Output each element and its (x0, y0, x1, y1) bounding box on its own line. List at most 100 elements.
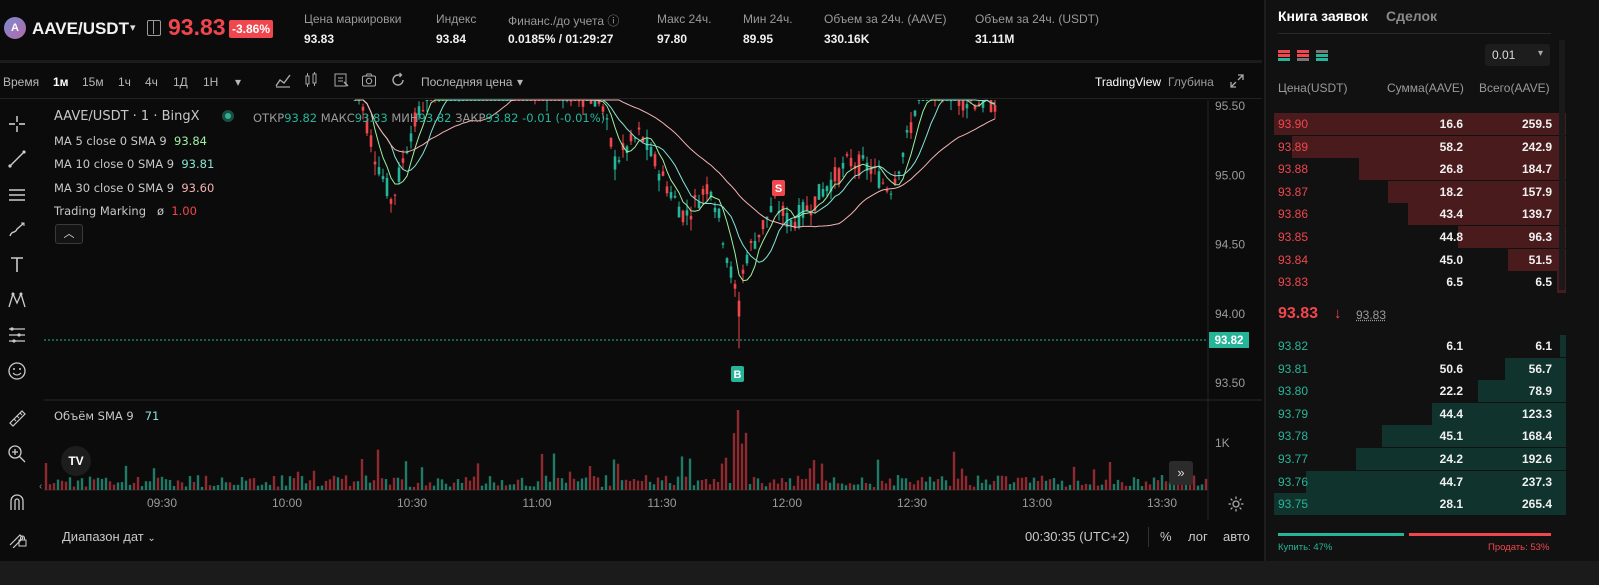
book-both-icon[interactable] (1278, 50, 1292, 62)
bid-price: 93.79 (1278, 406, 1309, 421)
template-icon[interactable] (333, 72, 349, 88)
ask-row[interactable]: 93.89 58.2 242.9 (1266, 135, 1566, 158)
volume-bar (52, 483, 56, 490)
candle-body (417, 106, 421, 116)
scroll-left-icon[interactable]: ‹ (39, 481, 42, 492)
interval-15m[interactable]: 15м (82, 75, 104, 89)
volume-bar (1144, 481, 1148, 490)
symbol-selector[interactable]: AAVE/USDT (32, 19, 129, 38)
book-asks-icon[interactable] (1297, 50, 1311, 62)
zoom-in-icon[interactable] (7, 444, 27, 464)
ask-total: 96.3 (1528, 230, 1552, 244)
ask-row[interactable]: 93.85 44.8 96.3 (1266, 226, 1566, 248)
volume-bar (572, 478, 576, 490)
ask-row[interactable]: 93.87 18.2 157.9 (1266, 180, 1566, 203)
tab-order-book[interactable]: Книга заявок (1278, 8, 1368, 24)
view-tradingview[interactable]: TradingView (1095, 75, 1162, 89)
buy-sell-ratio-bar (1278, 533, 1551, 536)
precision-select[interactable]: 0.01 ▾ (1485, 44, 1550, 66)
book-bids-icon[interactable] (1316, 50, 1330, 62)
magnet-icon[interactable] (7, 492, 27, 512)
legend-volume[interactable]: Объём SMA 9 71 (54, 409, 160, 423)
fullscreen-icon[interactable] (1229, 73, 1245, 89)
volume-bar (236, 484, 240, 490)
funding-label[interactable]: Финанс./до учета ⓘ (508, 14, 620, 28)
scroll-to-realtime-button[interactable]: » (1169, 461, 1193, 485)
interval-more-chevron-icon[interactable]: ▾ (235, 75, 242, 89)
chevron-down-icon[interactable]: ▾ (130, 22, 136, 34)
volume-bar (448, 486, 452, 490)
pattern-icon[interactable] (7, 290, 27, 310)
ask-row[interactable]: 93.83 6.5 6.5 (1266, 271, 1566, 294)
volume-bar (636, 480, 640, 490)
legend-ma30[interactable]: MA 30 close 0 SMA 9 93.60 (54, 181, 215, 195)
horizontal-lines-icon[interactable] (7, 185, 27, 205)
log-scale-toggle[interactable]: лог (1188, 529, 1208, 544)
reset-icon[interactable] (390, 72, 406, 88)
legend-ma10[interactable]: MA 10 close 0 SMA 9 93.81 (54, 157, 215, 171)
ask-row[interactable]: 93.84 45.0 51.5 (1266, 248, 1566, 271)
price-axis[interactable]: 95.50 95.00 94.50 94.00 93.50 (1215, 99, 1245, 390)
time-axis-label: 11:00 (522, 496, 551, 510)
ask-row[interactable]: 93.90 16.6 259.5 (1266, 113, 1566, 135)
price-chart[interactable]: 95.50 95.00 94.50 94.00 93.50 09:30 10:00 10:3… (0, 0, 1262, 560)
auto-scale-toggle[interactable]: авто (1223, 529, 1250, 544)
lock-drawings-icon[interactable] (7, 528, 27, 549)
bid-row[interactable]: 93.78 45.1 168.4 (1266, 425, 1566, 448)
trend-line-icon[interactable] (7, 149, 27, 169)
bid-row[interactable]: 93.82 6.1 6.1 (1266, 335, 1566, 357)
interval-1m[interactable]: 1м (53, 75, 69, 89)
volume-bar (812, 460, 816, 490)
book-icon[interactable] (147, 20, 161, 36)
bid-row[interactable]: 93.80 22.2 78.9 (1266, 380, 1566, 403)
brush-icon[interactable] (7, 220, 27, 240)
ask-total: 6.5 (1535, 275, 1552, 290)
collapse-legend-button[interactable]: ︿ (55, 224, 83, 244)
volume-bar (196, 475, 200, 490)
crosshair-icon[interactable] (7, 114, 27, 134)
tab-trades[interactable]: Сделок (1386, 8, 1438, 24)
interval-1w[interactable]: 1Н (203, 75, 219, 89)
volume-bar (944, 480, 948, 490)
tradingview-logo[interactable]: TV (61, 446, 91, 476)
bid-row[interactable]: 93.79 44.4 123.3 (1266, 402, 1566, 425)
price-source-chevron-icon[interactable]: ▾ (517, 75, 524, 89)
price-source-select[interactable]: Последняя цена (421, 75, 513, 89)
candle-type-icon[interactable] (303, 72, 319, 88)
text-tool-icon[interactable] (7, 255, 27, 275)
bid-row[interactable]: 93.76 44.7 237.3 (1266, 470, 1566, 493)
bottom-divider (1148, 527, 1149, 547)
clock-timezone[interactable]: 00:30:35 (UTC+2) (1025, 529, 1130, 544)
date-range-select[interactable]: Диапазон дат ⌄ (62, 529, 156, 544)
legend-ma5[interactable]: MA 5 close 0 SMA 9 93.84 (54, 134, 207, 148)
volume-bar (1132, 477, 1136, 490)
ruler-icon[interactable] (7, 408, 27, 428)
time-axis[interactable]: 09:30 10:00 10:30 11:00 11:30 12:00 12:30 13:00… (147, 496, 1177, 510)
percent-scale-toggle[interactable]: % (1160, 529, 1172, 544)
candle-body (385, 177, 389, 196)
volume-bar (824, 480, 828, 490)
bid-row[interactable]: 93.77 24.2 192.6 (1266, 448, 1566, 470)
bid-row[interactable]: 93.81 50.6 56.7 (1266, 357, 1566, 380)
chart-settings-gear-icon[interactable] (1227, 495, 1245, 513)
ask-price: 93.84 (1278, 252, 1309, 267)
interval-4h[interactable]: 4ч (145, 75, 158, 89)
indicators-icon[interactable] (275, 72, 291, 88)
ask-amount: 16.6 (1439, 117, 1463, 131)
order-book-scrollbar[interactable] (1559, 40, 1565, 290)
volume-bar (748, 484, 752, 490)
camera-icon[interactable] (361, 72, 377, 88)
ask-row[interactable]: 93.88 26.8 184.7 (1266, 158, 1566, 181)
volume-bar (284, 485, 288, 490)
legend-trading-marking[interactable]: Trading Marking ø 1.00 (54, 204, 197, 218)
interval-1d[interactable]: 1Д (173, 75, 188, 89)
interval-1h[interactable]: 1ч (118, 75, 131, 89)
view-depth[interactable]: Глубина (1168, 75, 1214, 89)
emoji-icon[interactable] (7, 361, 27, 381)
ask-row[interactable]: 93.86 43.4 139.7 (1266, 203, 1566, 226)
volume-bar (1088, 484, 1092, 490)
bid-row[interactable]: 93.75 28.1 265.4 (1266, 493, 1566, 516)
measure-lines-icon[interactable] (7, 325, 27, 345)
volume-bar (648, 481, 652, 490)
candle-body (861, 155, 865, 159)
